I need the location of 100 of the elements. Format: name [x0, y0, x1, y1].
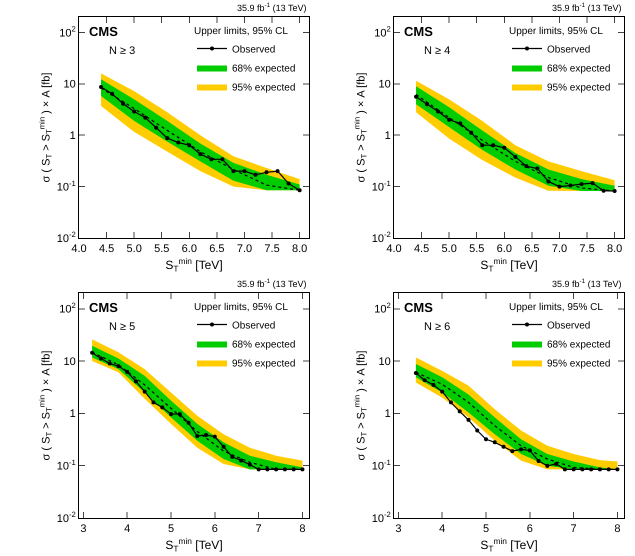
annotation: CMS [404, 24, 434, 39]
annotation: N ≥ 6 [424, 321, 450, 333]
point [239, 458, 244, 462]
annotation: CMS [89, 300, 118, 315]
point [176, 140, 180, 145]
x-tick-label: 8.0 [292, 243, 308, 256]
x-tick-label: 4.0 [386, 243, 402, 256]
legend-label: 68% expected [232, 339, 296, 350]
point [209, 157, 214, 162]
legend-label: 95% expected [547, 358, 610, 370]
point [186, 420, 191, 425]
point [422, 378, 427, 382]
y-tick-label: 10$^{-2}$ [372, 510, 391, 525]
x-tick-label: 5.0 [442, 243, 457, 256]
x-axis-title: S$_{T}$$^{min}$ [TeV] [165, 536, 223, 554]
y-tick-label: 10$^{2}$ [374, 300, 391, 316]
point [125, 370, 130, 374]
y-tick-label: 10 [378, 356, 391, 368]
point [535, 166, 540, 171]
y-tick-label: 10$^{-2}$ [56, 510, 76, 525]
point [528, 448, 532, 452]
x-tick-label: 4 [439, 523, 446, 536]
point [491, 143, 496, 148]
point [492, 440, 497, 444]
legend-label: 95% expected [232, 82, 296, 94]
x-tick-label: 3 [395, 523, 402, 536]
point [502, 444, 506, 449]
point [154, 126, 158, 130]
point [602, 188, 606, 193]
annotation: N ≥ 4 [424, 45, 450, 57]
y-tick-label: 10 [64, 78, 76, 91]
point [276, 169, 280, 174]
point [447, 118, 452, 122]
x-tick-label: 3 [80, 523, 86, 536]
y-tick-label: 1 [70, 408, 76, 420]
annotation: N ≥ 3 [109, 45, 136, 57]
point [431, 382, 436, 387]
legend-title: Upper limits, 95% CL [194, 26, 288, 37]
point [198, 152, 202, 156]
x-tick-label: 8 [614, 523, 620, 536]
point [562, 467, 567, 472]
legend-label: Observed [232, 44, 276, 56]
y-tick-label: 10$^{-1}$ [372, 458, 391, 473]
annotation: N ≥ 5 [109, 321, 136, 333]
point [178, 412, 182, 416]
point [222, 444, 226, 449]
text: 35.9 fb$^{-1}$ (13 TeV) [237, 278, 306, 289]
x-tick-label: 5.5 [154, 243, 170, 256]
text: 35.9 fb$^{-1}$ (13 TeV) [552, 278, 622, 289]
point [108, 361, 112, 366]
point [286, 182, 291, 186]
point [254, 172, 258, 177]
point [425, 102, 430, 106]
point [132, 109, 136, 114]
point [580, 182, 584, 186]
legend-label: 95% expected [547, 82, 610, 94]
x-tick-label: 6 [212, 523, 218, 536]
point [524, 164, 528, 168]
point [160, 405, 164, 410]
y-tick-label: 10$^{-1}$ [372, 178, 391, 194]
x-tick-label: 7.0 [236, 243, 252, 256]
x-tick-label: 5.5 [469, 243, 484, 256]
x-tick-label: 7.0 [552, 243, 568, 256]
y-tick-label: 10$^{-1}$ [56, 178, 76, 194]
point [458, 409, 462, 414]
x-tick-label: 4 [124, 523, 130, 536]
point [300, 467, 304, 472]
x-axis-title: S$_{T}$$^{min}$ [TeV] [165, 256, 223, 274]
legend-label: Observed [232, 320, 276, 332]
y-tick-label: 10 [378, 78, 391, 91]
x-tick-label: 8.0 [606, 243, 622, 256]
y-tick-label: 1 [384, 408, 391, 420]
x-tick-label: 5 [482, 523, 490, 536]
point [568, 184, 572, 188]
text: 35.9 fb$^{-1}$ (13 TeV) [237, 2, 306, 13]
point [90, 350, 94, 355]
point [589, 467, 594, 472]
x-tick-label: 7.5 [264, 243, 280, 256]
point [265, 467, 270, 472]
point [230, 454, 234, 459]
point [448, 400, 453, 404]
point [143, 116, 148, 120]
point [256, 467, 261, 472]
point [282, 467, 287, 472]
annotation: CMS [404, 300, 434, 315]
y-tick-label: 10$^{2}$ [59, 300, 76, 316]
point [545, 464, 550, 468]
point [116, 364, 120, 368]
legend-title: Upper limits, 95% CL [509, 302, 604, 313]
point [557, 184, 562, 189]
x-tick-label: 6.5 [209, 243, 225, 256]
point [414, 371, 418, 376]
y-tick-label: 1 [384, 130, 391, 142]
point [598, 467, 602, 472]
point [475, 428, 480, 433]
x-tick-label: 6.0 [182, 243, 197, 256]
point [458, 121, 462, 126]
x-tick-label: 4.5 [414, 243, 430, 256]
point [502, 146, 506, 150]
point [99, 84, 104, 89]
